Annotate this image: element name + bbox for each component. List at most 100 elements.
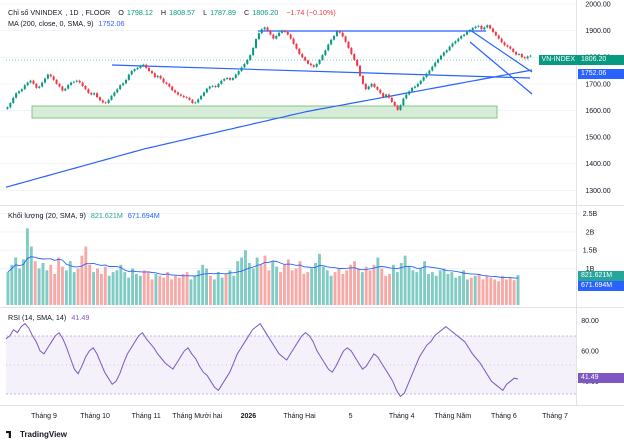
- candle-body[interactable]: [399, 105, 402, 110]
- candle-body[interactable]: [202, 92, 205, 96]
- candle-body[interactable]: [506, 45, 509, 47]
- candle-body[interactable]: [133, 69, 136, 72]
- volume-bar[interactable]: [271, 261, 275, 305]
- candle-body[interactable]: [373, 83, 376, 88]
- candle-body[interactable]: [428, 70, 431, 74]
- candle-body[interactable]: [67, 84, 70, 89]
- candle-body[interactable]: [96, 93, 99, 98]
- candle-body[interactable]: [98, 97, 101, 101]
- volume-bar[interactable]: [177, 277, 181, 305]
- candle-body[interactable]: [17, 91, 21, 94]
- volume-bar[interactable]: [290, 270, 294, 305]
- candle-body[interactable]: [176, 92, 179, 95]
- volume-bar[interactable]: [14, 257, 18, 306]
- candle-body[interactable]: [324, 50, 327, 56]
- channel-upper-trendline[interactable]: [469, 29, 533, 73]
- volume-bar[interactable]: [267, 270, 271, 305]
- candle-body[interactable]: [509, 46, 512, 49]
- candle-body[interactable]: [148, 67, 151, 72]
- volume-bar[interactable]: [224, 273, 228, 305]
- candle-body[interactable]: [474, 26, 477, 28]
- candle-body[interactable]: [139, 65, 142, 68]
- symbol-title[interactable]: Chỉ số VNINDEX, 1D, FLOOR: [8, 8, 111, 17]
- candle-body[interactable]: [78, 80, 81, 83]
- candle-body[interactable]: [35, 83, 38, 88]
- candle-body[interactable]: [220, 80, 223, 84]
- support-zone-box[interactable]: [31, 105, 498, 119]
- volume-bar[interactable]: [345, 270, 349, 305]
- candle-body[interactable]: [385, 94, 388, 98]
- volume-bar[interactable]: [446, 273, 450, 305]
- volume-bar[interactable]: [53, 273, 57, 305]
- candle-body[interactable]: [390, 97, 393, 102]
- candle-body[interactable]: [405, 94, 408, 99]
- candle-body[interactable]: [413, 86, 416, 88]
- volume-bar[interactable]: [497, 281, 501, 305]
- candle-body[interactable]: [116, 89, 119, 93]
- volume-bar[interactable]: [80, 255, 84, 305]
- volume-bar[interactable]: [302, 273, 306, 305]
- volume-bar[interactable]: [454, 277, 458, 305]
- volume-bar[interactable]: [282, 264, 286, 305]
- candle-body[interactable]: [301, 54, 304, 58]
- candle-body[interactable]: [451, 43, 454, 47]
- candle-body[interactable]: [376, 87, 379, 90]
- candle-body[interactable]: [457, 38, 460, 42]
- candle-body[interactable]: [104, 102, 107, 104]
- candle-body[interactable]: [165, 82, 168, 84]
- candle-body[interactable]: [347, 41, 350, 48]
- candle-body[interactable]: [26, 82, 29, 86]
- candle-body[interactable]: [23, 85, 26, 90]
- candle-body[interactable]: [156, 75, 159, 78]
- candle-body[interactable]: [278, 32, 281, 36]
- candle-body[interactable]: [191, 99, 194, 104]
- price-candles[interactable]: [6, 24, 532, 112]
- candle-body[interactable]: [266, 27, 269, 31]
- volume-bar[interactable]: [49, 264, 53, 305]
- volume-bar[interactable]: [228, 270, 232, 305]
- volume-bar[interactable]: [189, 279, 193, 305]
- volume-bar[interactable]: [127, 277, 131, 305]
- volume-bar[interactable]: [501, 275, 504, 305]
- candle-body[interactable]: [41, 82, 44, 87]
- volume-bar[interactable]: [314, 262, 318, 305]
- candle-body[interactable]: [49, 74, 52, 77]
- volume-bar[interactable]: [399, 262, 403, 305]
- volume-bar[interactable]: [427, 273, 430, 305]
- candle-body[interactable]: [333, 35, 336, 40]
- volume-bar[interactable]: [286, 259, 290, 305]
- volume-bar[interactable]: [150, 279, 154, 305]
- candle-body[interactable]: [353, 54, 356, 60]
- volume-bar[interactable]: [201, 264, 205, 305]
- candle-body[interactable]: [174, 90, 177, 93]
- candle-body[interactable]: [425, 73, 428, 78]
- volume-bar[interactable]: [469, 277, 473, 305]
- volume-bar[interactable]: [306, 272, 310, 305]
- volume-bar[interactable]: [45, 270, 49, 305]
- volume-bar[interactable]: [173, 275, 177, 305]
- candle-body[interactable]: [307, 60, 310, 64]
- volume-bar[interactable]: [158, 275, 162, 305]
- ma-200-series-line[interactable]: [5, 69, 533, 188]
- channel-lower-trendline[interactable]: [469, 41, 533, 95]
- candle-body[interactable]: [520, 54, 523, 58]
- candle-body[interactable]: [280, 30, 284, 33]
- candle-body[interactable]: [188, 97, 191, 100]
- candle-body[interactable]: [234, 74, 237, 79]
- volume-bar[interactable]: [337, 268, 341, 305]
- volume-bar[interactable]: [415, 272, 419, 305]
- candle-body[interactable]: [382, 93, 385, 98]
- candle-body[interactable]: [237, 71, 240, 75]
- volume-bar[interactable]: [25, 228, 29, 305]
- candle-body[interactable]: [87, 89, 90, 93]
- volume-bar[interactable]: [57, 257, 61, 306]
- candle-body[interactable]: [58, 83, 61, 87]
- volume-bar[interactable]: [96, 268, 99, 305]
- candle-body[interactable]: [153, 73, 156, 78]
- candle-body[interactable]: [275, 35, 278, 39]
- candle-body[interactable]: [257, 33, 260, 40]
- candle-body[interactable]: [249, 55, 252, 60]
- volume-bar[interactable]: [142, 270, 146, 305]
- volume-bar[interactable]: [72, 272, 76, 305]
